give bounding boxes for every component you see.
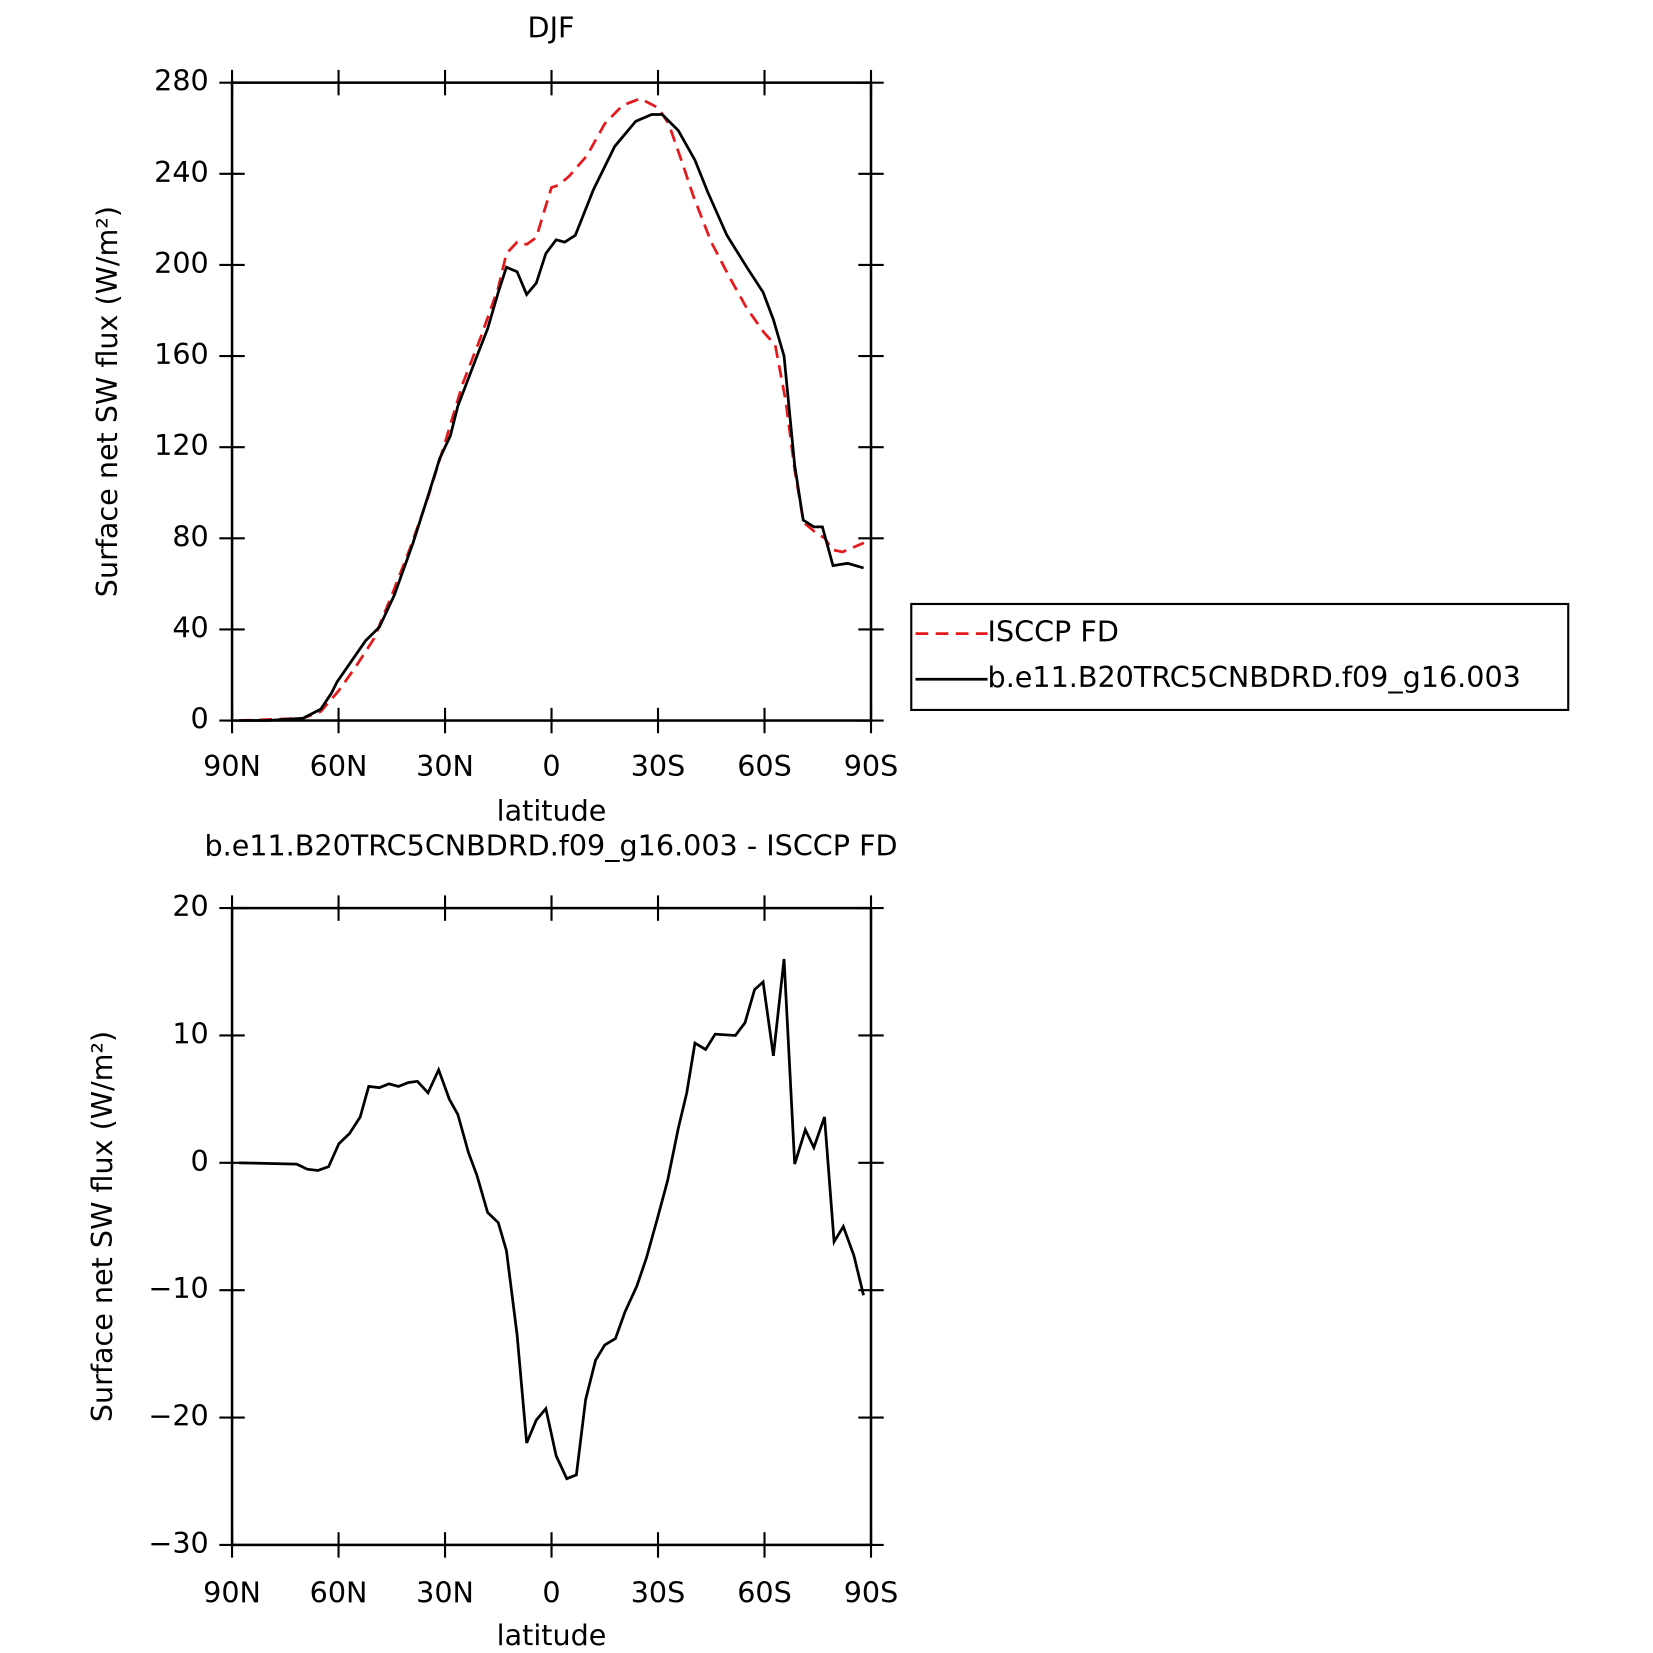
x-tick-label: 60S bbox=[737, 749, 792, 783]
x-tick-label: 30N bbox=[416, 1576, 474, 1610]
x-tick-label: 60N bbox=[310, 749, 368, 783]
y-tick-label: −10 bbox=[148, 1271, 208, 1305]
y-tick-label: −20 bbox=[148, 1399, 208, 1433]
y-tick-label: −30 bbox=[148, 1526, 208, 1560]
y-tick-label: 40 bbox=[172, 610, 208, 644]
y-tick-label: 80 bbox=[172, 519, 208, 553]
x-tick-label: 90S bbox=[844, 1576, 899, 1610]
x-tick-label: 30S bbox=[631, 749, 686, 783]
y-axis-label: Surface net SW flux (W/m²) bbox=[85, 1031, 119, 1422]
plot-frame bbox=[230, 906, 873, 1547]
x-tick-label: 0 bbox=[542, 1576, 560, 1610]
legend-label: b.e11.B20TRC5CNBDRD.f09_g16.003 bbox=[988, 660, 1521, 694]
panel: b.e11.B20TRC5CNBDRD.f09_g16.003 - ISCCP … bbox=[85, 829, 898, 1652]
y-tick-label: 10 bbox=[172, 1016, 208, 1050]
y-tick-label: 160 bbox=[154, 337, 209, 371]
y-tick-label: 120 bbox=[154, 428, 209, 462]
x-tick-label: 90S bbox=[844, 749, 899, 783]
y-tick-label: 240 bbox=[154, 155, 209, 189]
plot-frame bbox=[230, 81, 873, 722]
y-tick-label: 280 bbox=[154, 64, 209, 98]
data-line bbox=[239, 958, 865, 1481]
y-tick-label: 200 bbox=[154, 246, 209, 280]
legend-label: ISCCP FD bbox=[988, 615, 1119, 649]
x-tick-label: 0 bbox=[542, 749, 560, 783]
y-tick-label: 0 bbox=[191, 1144, 209, 1178]
x-tick-label: 30S bbox=[631, 1576, 686, 1610]
x-tick-label: 90N bbox=[203, 749, 261, 783]
data-line bbox=[239, 97, 865, 722]
y-axis-label: Surface net SW flux (W/m²) bbox=[90, 206, 124, 597]
y-tick-label: 20 bbox=[172, 889, 208, 923]
x-tick-label: 90N bbox=[203, 1576, 261, 1610]
chart-title: b.e11.B20TRC5CNBDRD.f09_g16.003 - ISCCP … bbox=[204, 829, 897, 863]
legend-box bbox=[910, 602, 1570, 712]
chart-title: DJF bbox=[528, 11, 575, 45]
panel: DJF latitude Surface net SW flux (W/m²) 90N… bbox=[90, 11, 1570, 828]
y-tick-label: 0 bbox=[191, 702, 209, 736]
x-tick-label: 60N bbox=[310, 1576, 368, 1610]
x-tick-label: 60S bbox=[737, 1576, 792, 1610]
x-axis-label: latitude bbox=[497, 1618, 607, 1652]
data-line bbox=[239, 113, 864, 722]
x-tick-label: 30N bbox=[416, 749, 474, 783]
x-axis-label: latitude bbox=[497, 794, 607, 828]
